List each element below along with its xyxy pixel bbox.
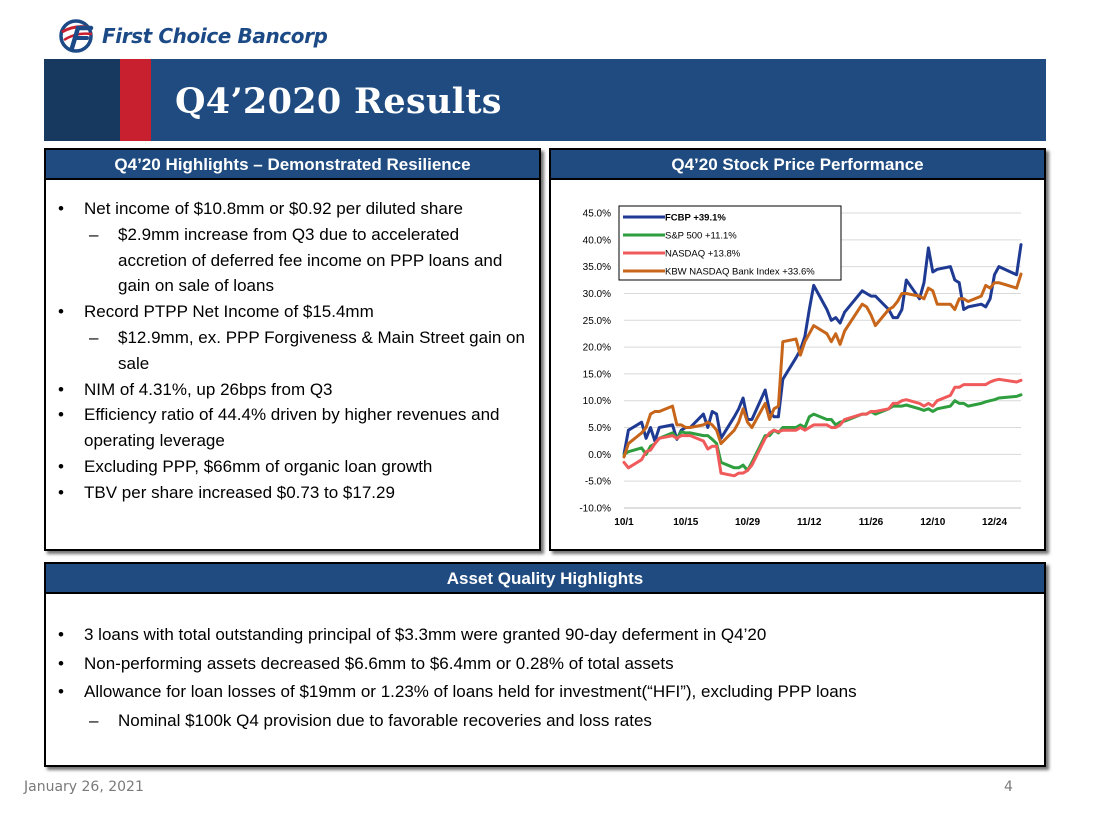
y-tick-label: 20.0%	[583, 343, 611, 354]
sub-bullet-item: $2.9mm increase from Q3 due to accelerat…	[46, 222, 529, 299]
asset-quality-panel: Asset Quality Highlights 3 loans with to…	[44, 562, 1046, 767]
asset-quality-heading: Asset Quality Highlights	[46, 564, 1044, 594]
legend-label-3: KBW NASDAQ Bank Index +33.6%	[665, 267, 815, 278]
brand-name: First Choice Bancorp	[102, 24, 328, 48]
x-tick-label: 10/29	[735, 517, 760, 528]
y-tick-label: 25.0%	[583, 316, 611, 327]
bullet-item: Allowance for loan losses of $19mm or 1.…	[46, 678, 1034, 707]
y-tick-label: 10.0%	[583, 396, 611, 407]
bullet-item: 3 loans with total outstanding principal…	[46, 621, 1034, 650]
page-title: Q4’2020 Results	[175, 81, 502, 122]
bullet-item: Net income of $10.8mm or $0.92 per dilut…	[46, 196, 529, 222]
highlights-list: Net income of $10.8mm or $0.92 per dilut…	[46, 180, 539, 506]
series-line-2	[622, 377, 1023, 478]
bullet-item: TBV per share increased $0.73 to $17.29	[46, 480, 529, 506]
y-tick-label: 0.0%	[588, 450, 611, 461]
sub-bullet-item: $12.9mm, ex. PPP Forgiveness & Main Stre…	[46, 325, 529, 377]
bullet-item: Record PTPP Net Income of $15.4mm	[46, 299, 529, 325]
x-tick-label: 12/24	[982, 517, 1007, 528]
x-tick-label: 11/26	[859, 517, 884, 528]
logo-mark-icon	[59, 19, 94, 53]
bullet-item: Non-performing assets decreased $6.6mm t…	[46, 650, 1034, 679]
page-number: 4	[1004, 779, 1013, 795]
y-tick-label: -5.0%	[585, 477, 611, 488]
series-line-3	[622, 272, 1023, 459]
y-tick-label: 30.0%	[583, 289, 611, 300]
bullet-item: Excluding PPP, $66mm of organic loan gro…	[46, 454, 529, 480]
legend-label-0: FCBP +39.1%	[665, 213, 726, 224]
asset-quality-list: 3 loans with total outstanding principal…	[46, 594, 1044, 735]
title-accent-dark	[44, 59, 120, 141]
stock-performance-panel: Q4’20 Stock Price Performance -10.0% -5.0…	[549, 148, 1046, 551]
stock-performance-heading: Q4’20 Stock Price Performance	[551, 150, 1044, 180]
bullet-item: Efficiency ratio of 44.4% driven by high…	[46, 402, 529, 454]
bullet-item: NIM of 4.31%, up 26bps from Q3	[46, 377, 529, 403]
highlights-panel: Q4’20 Highlights – Demonstrated Resilien…	[44, 148, 541, 551]
x-tick-label: 12/10	[920, 517, 945, 528]
slide-date: January 26, 2021	[24, 779, 144, 795]
y-tick-label: 45.0%	[583, 209, 611, 220]
x-tick-label: 10/15	[673, 517, 698, 528]
highlights-heading: Q4’20 Highlights – Demonstrated Resilien…	[46, 150, 539, 180]
company-logo: First Choice Bancorp	[58, 18, 328, 54]
y-tick-label: 40.0%	[583, 235, 611, 246]
legend-label-1: S&P 500 +11.1%	[665, 231, 737, 242]
y-tick-label: -10.0%	[579, 504, 611, 515]
series-line-1	[622, 393, 1023, 472]
title-bar: Q4’2020 Results	[44, 59, 1046, 141]
y-tick-label: 35.0%	[583, 262, 611, 273]
title-accent-red	[120, 59, 151, 141]
x-tick-label: 11/12	[797, 517, 822, 528]
y-tick-label: 15.0%	[583, 369, 611, 380]
x-tick-label: 10/1	[614, 517, 634, 528]
sub-bullet-item: Nominal $100k Q4 provision due to favora…	[46, 707, 1034, 736]
y-tick-label: 5.0%	[588, 423, 611, 434]
legend-label-2: NASDAQ +13.8%	[665, 249, 741, 260]
stock-performance-chart: -10.0% -5.0% 0.0% 5.0% 10.0% 15.0% 20.0% 25.0% 3…	[579, 205, 1023, 528]
